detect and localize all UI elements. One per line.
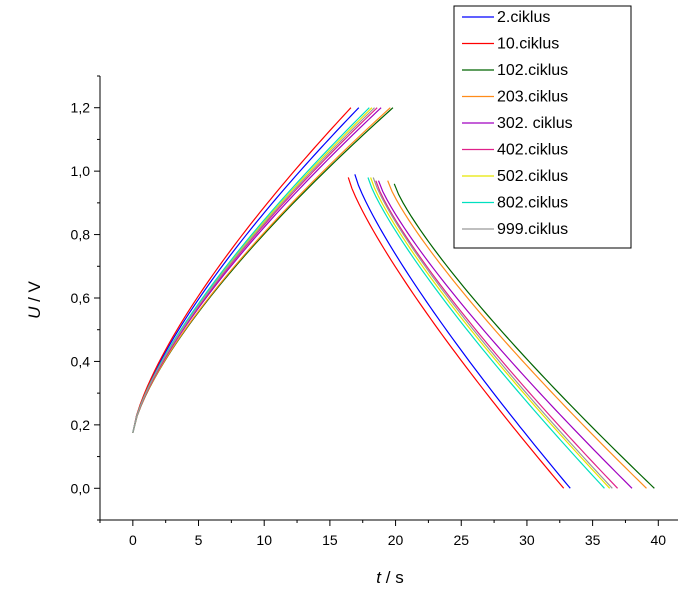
- series-discharge-line: [377, 180, 633, 489]
- legend-box: [453, 5, 632, 249]
- series-charge-line: [132, 107, 370, 433]
- series-discharge-line: [367, 177, 605, 489]
- legend-label: 999.ciklus: [497, 221, 568, 238]
- x-tick-label: 5: [195, 532, 203, 548]
- series-charge-line: [132, 107, 391, 433]
- legend-label: 203.ciklus: [497, 89, 568, 106]
- x-tick-label: 25: [453, 532, 469, 548]
- series-discharge-line: [372, 177, 613, 489]
- y-axis: 0,0 0,2 0,4 0,6 0,8 1,0 1,2: [71, 75, 101, 521]
- y-tick-label: 0,0: [71, 480, 91, 496]
- y-axis-var: U: [25, 306, 44, 319]
- series-charge-line: [132, 107, 382, 433]
- x-axis-label: t / s: [376, 568, 403, 587]
- series-layer: [132, 107, 655, 489]
- legend-label: 102.ciklus: [497, 62, 568, 79]
- legend-label: 2.ciklus: [497, 9, 550, 26]
- y-tick-label: 0,2: [71, 417, 91, 433]
- series-charge-line: [132, 107, 360, 433]
- series-discharge-line: [347, 177, 565, 489]
- y-tick-label: 1,0: [71, 163, 91, 179]
- legend-label: 502.ciklus: [497, 168, 568, 185]
- legend: 2.ciklus 10.ciklus 102.ciklus 203.ciklus 302…: [453, 5, 632, 249]
- x-axis-unit: / s: [381, 568, 404, 587]
- series-discharge-line: [375, 180, 619, 489]
- y-tick-label: 0,4: [71, 353, 91, 369]
- x-axis-var: t: [376, 568, 382, 587]
- legend-items: 2.ciklus 10.ciklus 102.ciklus 203.ciklus 302…: [462, 9, 573, 238]
- x-tick-label: 15: [322, 532, 338, 548]
- x-tick-label: 0: [129, 532, 137, 548]
- legend-label: 402.ciklus: [497, 142, 568, 159]
- x-tick-label: 30: [519, 532, 535, 548]
- x-tick-label: 20: [388, 532, 404, 548]
- series-discharge-line: [393, 183, 655, 489]
- legend-label: 302. ciklus: [497, 115, 573, 132]
- y-axis-label: U / V: [25, 280, 44, 318]
- series-discharge-line: [387, 180, 647, 489]
- x-tick-label: 10: [256, 532, 272, 548]
- series-discharge-line: [370, 177, 611, 489]
- series-discharge-line: [354, 174, 571, 489]
- series-charge-line: [132, 107, 394, 433]
- x-tick-label: 40: [651, 532, 667, 548]
- legend-label: 10.ciklus: [497, 36, 559, 53]
- legend-label: 802.ciklus: [497, 195, 568, 212]
- y-axis-unit: / V: [25, 280, 44, 306]
- y-tick-label: 0,6: [71, 290, 91, 306]
- series-charge-line: [132, 107, 375, 433]
- x-tick-label: 35: [585, 532, 601, 548]
- y-tick-label: 1,2: [71, 100, 91, 116]
- x-axis: 0 5 10 15 20 25 30 35 40: [99, 519, 678, 548]
- series-charge-line: [132, 107, 373, 433]
- series-charge-line: [132, 107, 352, 433]
- y-tick-label: 0,8: [71, 227, 91, 243]
